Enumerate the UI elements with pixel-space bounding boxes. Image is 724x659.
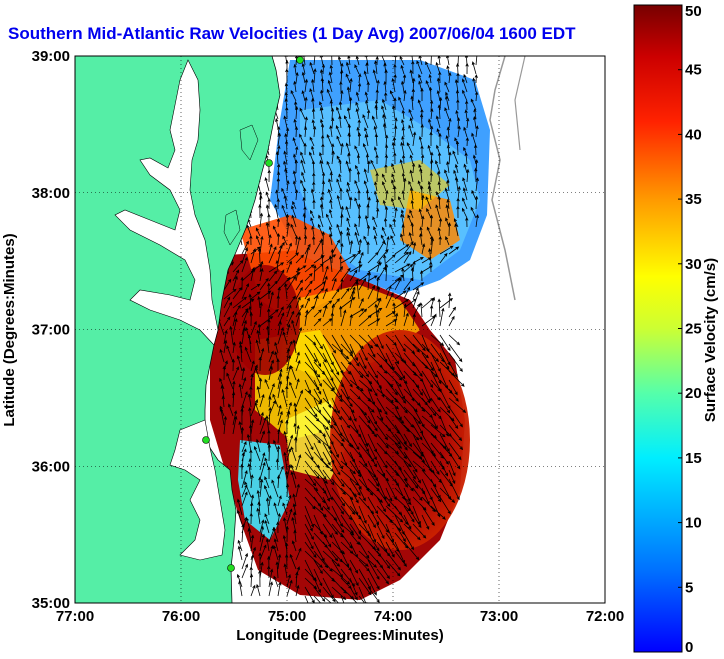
peninsula-islands [223,124,259,246]
y-tick-label: 36:00 [32,458,70,475]
site-marker [296,56,304,64]
bay-water [114,59,219,346]
site-marker [202,436,210,444]
y-axis-label: Latitude (Degrees:Minutes) [1,233,18,426]
colorbar-tick-label: 25 [685,321,702,338]
colorbar-tick-label: 30 [685,256,702,273]
hf-radar-sites [202,56,304,572]
colorbar-tick-label: 15 [685,450,702,467]
y-tick-label: 35:00 [32,595,70,612]
mainland-coast [75,56,281,603]
sound-water [169,419,226,561]
map-area [75,56,605,603]
x-tick-label: 72:00 [586,608,624,625]
x-tick-label: 74:00 [374,608,412,625]
map-grid [75,56,605,603]
y-axis-ticks: 39:00 38:00 37:00 36:00 35:00 [32,48,70,612]
x-tick-label: 77:00 [56,608,94,625]
land [75,56,526,603]
colorbar-tick-label: 50 [685,3,702,20]
colorbar-tick-label: 35 [685,191,702,208]
vector-arrows [217,56,479,603]
colorbar [633,4,683,653]
site-marker [227,564,235,572]
x-tick-label: 73:00 [480,608,518,625]
y-tick-label: 38:00 [32,185,70,202]
colorbar-tick-label: 10 [685,515,702,532]
colorbar-tick-label: 45 [685,62,702,79]
colorbar-tick-label: 0 [685,639,693,656]
x-tick-label: 75:00 [268,608,306,625]
colorbar-label: Surface Velocity (cm/s) [702,258,719,422]
map-title: Southern Mid-Atlantic Raw Velocities (1 … [8,24,576,43]
colorbar-tick-label: 5 [685,579,693,596]
map-frame [74,55,606,604]
y-tick-label: 39:00 [32,48,70,65]
x-axis-label: Longitude (Degrees:Minutes) [236,627,444,644]
x-tick-label: 76:00 [162,608,200,625]
site-marker [265,159,273,167]
y-tick-label: 37:00 [32,322,70,339]
colorbar-tick-label: 40 [685,126,702,143]
velocity-vectors [217,56,479,603]
colorbar-ticks: 0 5 10 15 20 25 30 35 40 45 50 [678,3,702,656]
x-axis-ticks: 77:00 76:00 75:00 74:00 73:00 72:00 [56,608,624,625]
colorbar-tick-label: 20 [685,385,702,402]
